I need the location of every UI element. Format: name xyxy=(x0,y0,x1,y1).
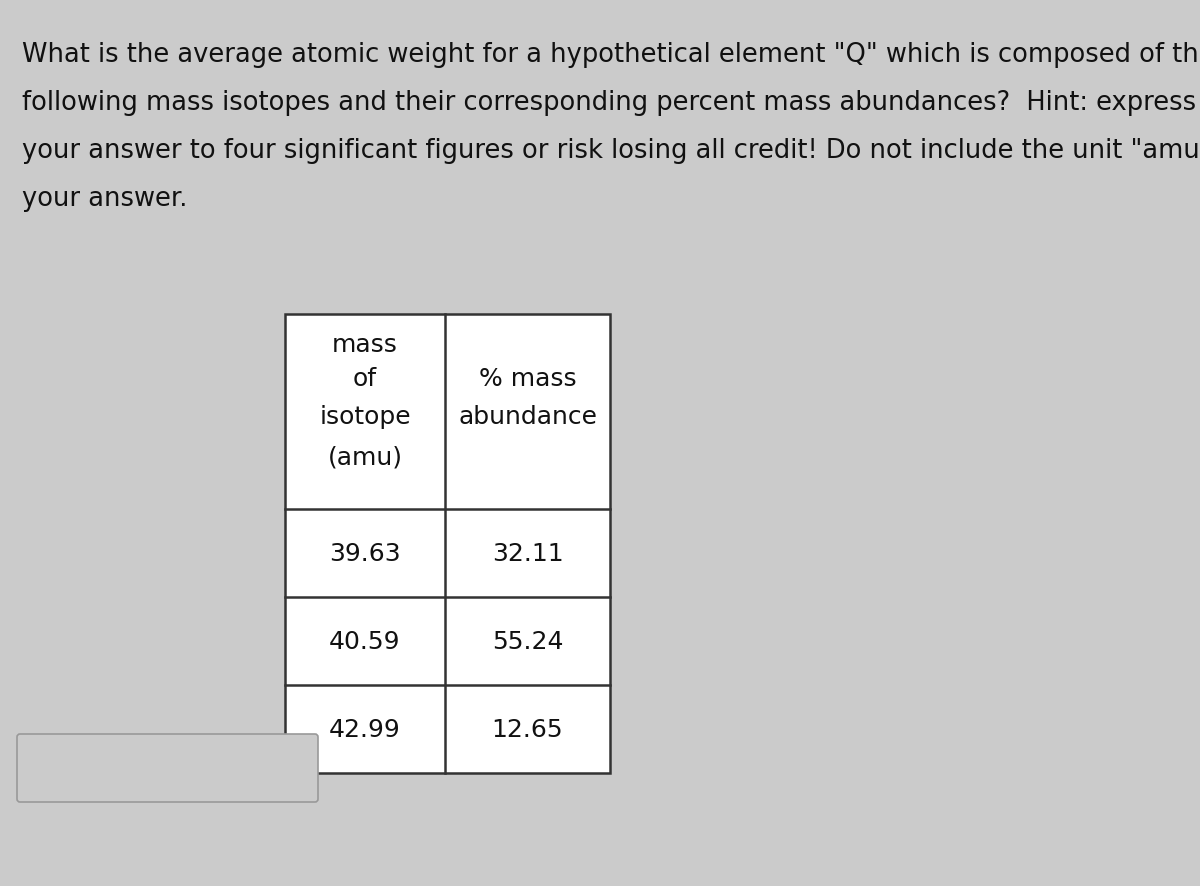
Bar xyxy=(286,315,610,773)
Text: What is the average atomic weight for a hypothetical element "Q" which is compos: What is the average atomic weight for a … xyxy=(22,42,1200,68)
Text: your answer to four significant figures or risk losing all credit! Do not includ: your answer to four significant figures … xyxy=(22,138,1200,164)
Text: of: of xyxy=(353,367,377,391)
Text: abundance: abundance xyxy=(458,405,598,429)
Text: 12.65: 12.65 xyxy=(492,717,563,742)
Text: your answer.: your answer. xyxy=(22,186,187,212)
Text: (amu): (amu) xyxy=(328,445,402,469)
Text: 42.99: 42.99 xyxy=(329,717,401,742)
Text: following mass isotopes and their corresponding percent mass abundances?  Hint: : following mass isotopes and their corres… xyxy=(22,89,1196,116)
Text: 32.11: 32.11 xyxy=(492,541,563,565)
Text: 39.63: 39.63 xyxy=(329,541,401,565)
Text: isotope: isotope xyxy=(319,405,410,429)
FancyBboxPatch shape xyxy=(17,734,318,802)
Text: % mass: % mass xyxy=(479,367,576,391)
Text: 40.59: 40.59 xyxy=(329,629,401,653)
Text: mass: mass xyxy=(332,332,398,356)
Text: 55.24: 55.24 xyxy=(492,629,563,653)
